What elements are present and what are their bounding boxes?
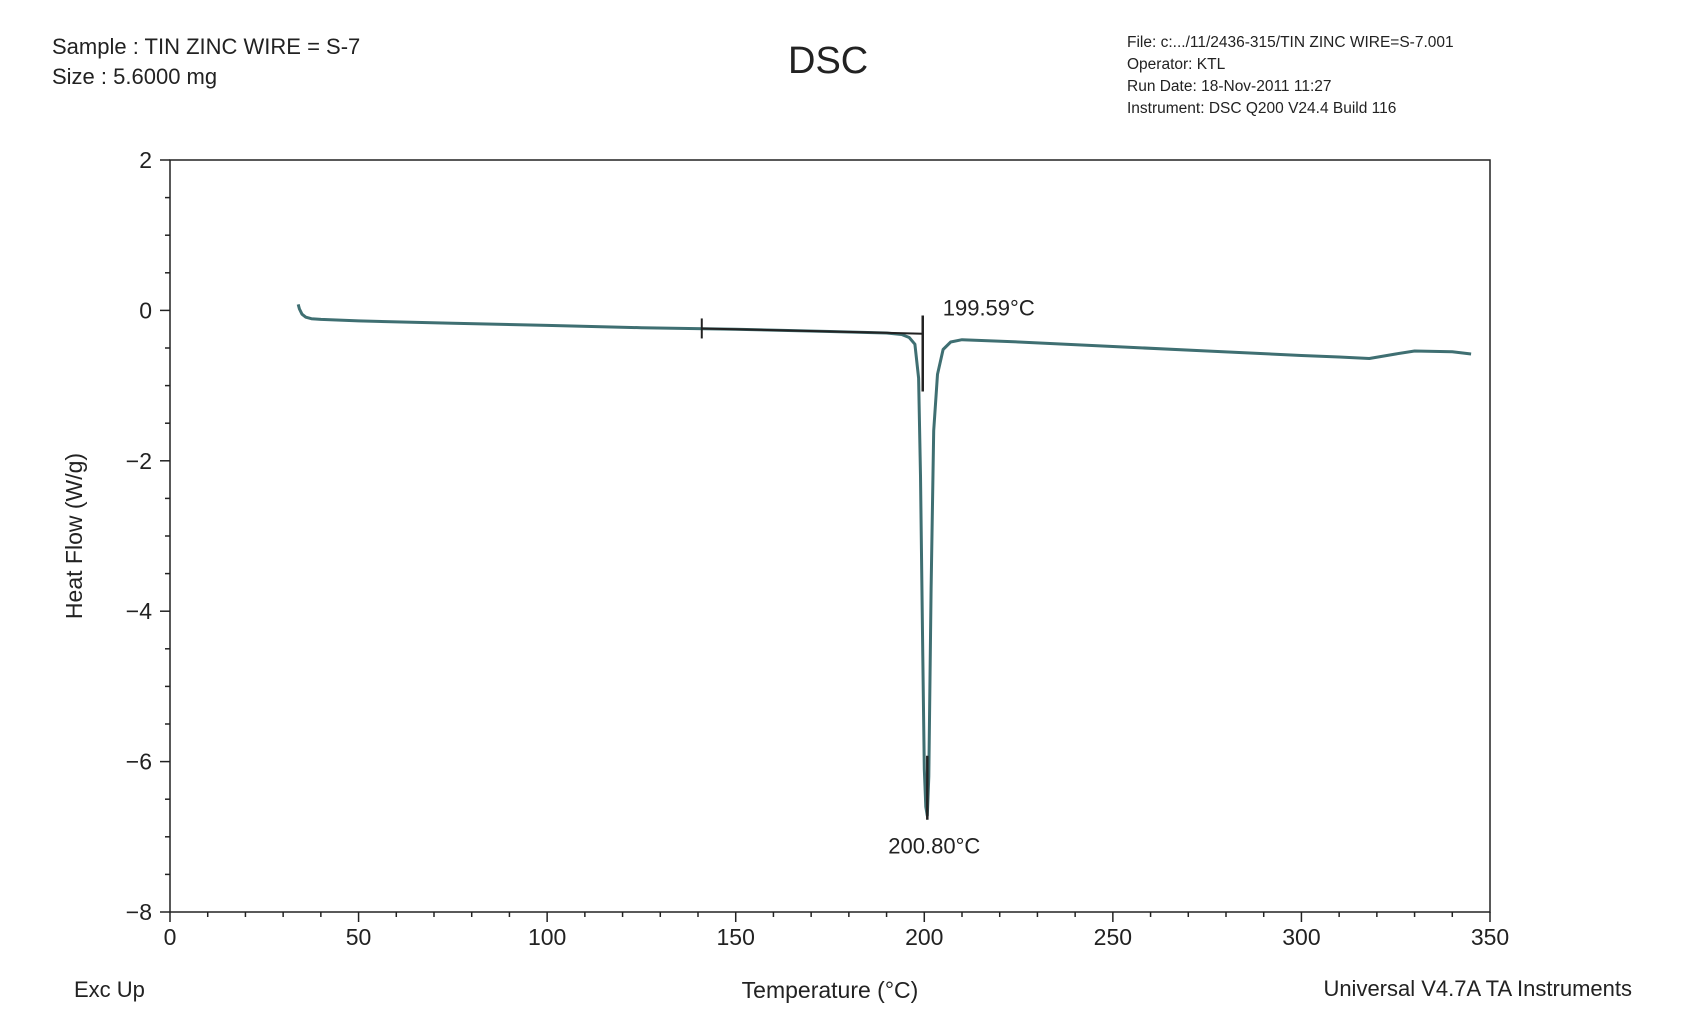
y-axis-title: Heat Flow (W/g) <box>61 453 87 619</box>
x-tick-label: 50 <box>346 924 372 950</box>
x-tick-label: 350 <box>1471 924 1509 950</box>
y-axis-labels: 2 0 −2 −4 −6 −8 <box>126 147 152 925</box>
x-tick-label: 0 <box>164 924 177 950</box>
y-tick-label: 0 <box>139 297 152 323</box>
x-tick-label: 250 <box>1094 924 1132 950</box>
y-tick-label: −4 <box>126 598 152 624</box>
x-tick-label: 300 <box>1282 924 1320 950</box>
x-axis-ticks <box>169 912 1491 922</box>
operator-label: Operator: KTL <box>1127 56 1226 73</box>
x-tick-label: 100 <box>528 924 566 950</box>
onset-annotation: 199.59°C <box>943 295 1035 320</box>
y-tick-label: 2 <box>139 147 152 173</box>
instrument-label: Instrument: DSC Q200 V24.4 Build 116 <box>1127 100 1397 117</box>
software-label: Universal V4.7A TA Instruments <box>1323 976 1632 1001</box>
plot-frame <box>169 159 1491 913</box>
y-tick-label: −6 <box>126 749 152 775</box>
file-label: File: c:.../11/2436-315/TIN ZINC WIRE=S-… <box>1127 34 1454 51</box>
y-tick-label: −8 <box>126 899 152 925</box>
sample-label: Sample : TIN ZINC WIRE = S-7 <box>52 34 361 59</box>
onset-baseline <box>701 327 923 335</box>
chart-title: DSC <box>788 40 869 82</box>
exotherm-direction-label: Exc Up <box>74 977 145 1002</box>
peak-annotation: 200.80°C <box>888 834 980 859</box>
y-axis-ticks <box>160 159 170 913</box>
size-label: Size : 5.6000 mg <box>52 64 218 89</box>
x-axis-labels: 0 50 100 150 200 250 300 350 <box>164 924 1510 950</box>
run-date-label: Run Date: 18-Nov-2011 11:27 <box>1127 78 1332 95</box>
y-tick-label: −2 <box>126 448 152 474</box>
heat-flow-curve <box>296 304 1472 818</box>
x-tick-label: 150 <box>717 924 755 950</box>
x-axis-title: Temperature (°C) <box>742 977 919 1003</box>
x-tick-label: 200 <box>905 924 943 950</box>
